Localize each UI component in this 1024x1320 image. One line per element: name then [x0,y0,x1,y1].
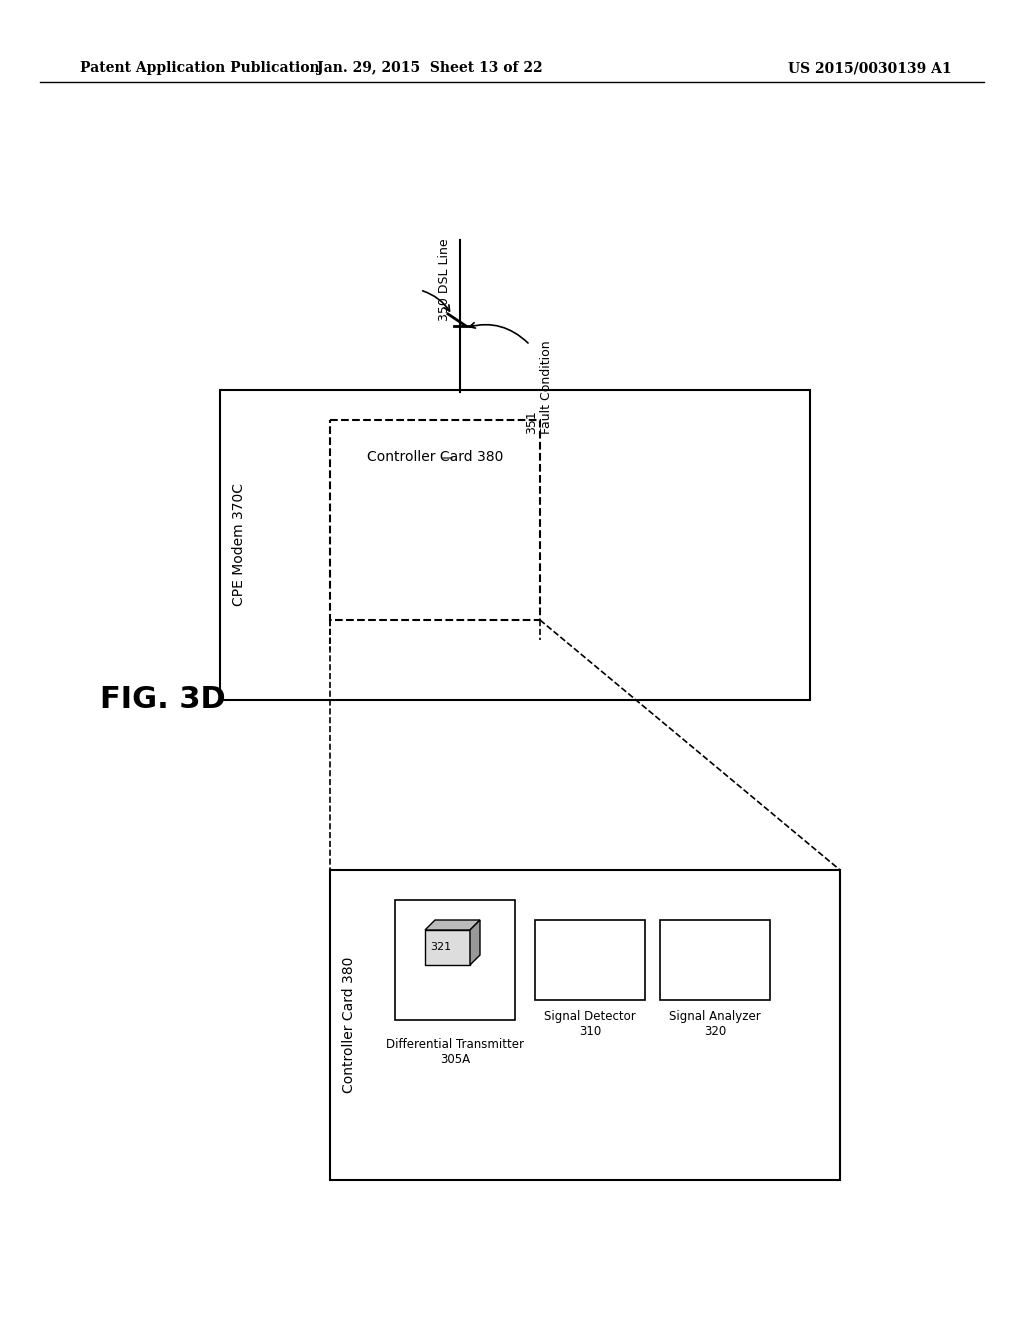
Text: US 2015/0030139 A1: US 2015/0030139 A1 [788,61,952,75]
Bar [425,931,470,965]
Text: 350 DSL Line: 350 DSL Line [438,239,452,321]
Bar [330,420,540,620]
Text: 321: 321 [430,942,452,953]
Text: Differential Transmitter
305A: Differential Transmitter 305A [386,1038,524,1067]
Polygon shape [470,920,480,965]
Polygon shape [425,920,480,931]
Text: Jan. 29, 2015  Sheet 13 of 22: Jan. 29, 2015 Sheet 13 of 22 [317,61,543,75]
Bar [220,389,810,700]
Bar [395,900,515,1020]
Text: Signal Analyzer
320: Signal Analyzer 320 [669,1010,761,1038]
Text: 351
Fault Condition: 351 Fault Condition [525,341,553,434]
Text: CPE Modem 370C: CPE Modem 370C [232,483,246,606]
Text: FIG. 3D: FIG. 3D [100,685,225,714]
Text: Controller Card 380: Controller Card 380 [367,450,503,465]
Bar [535,920,645,1001]
Bar [330,870,840,1180]
Bar [660,920,770,1001]
Text: Controller Card 380: Controller Card 380 [342,957,356,1093]
Text: Signal Detector
310: Signal Detector 310 [544,1010,636,1038]
Text: Patent Application Publication: Patent Application Publication [80,61,319,75]
